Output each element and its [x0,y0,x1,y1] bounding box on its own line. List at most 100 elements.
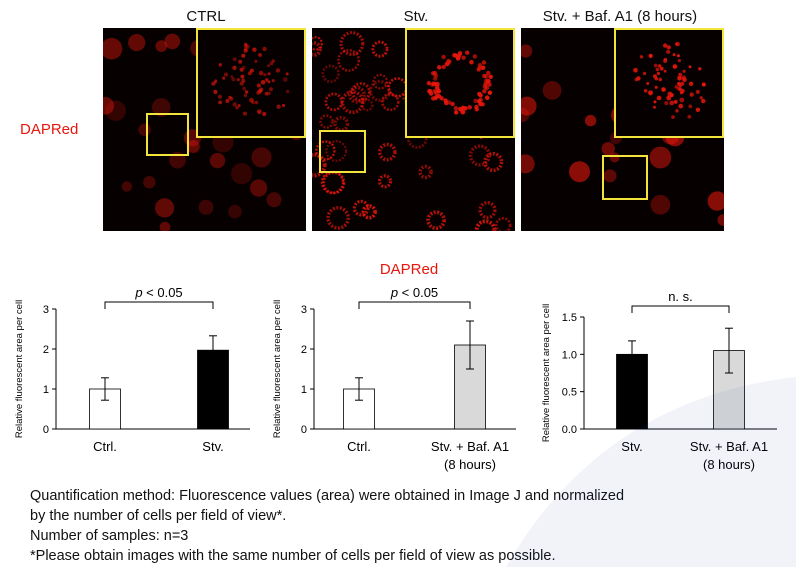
inset-speckle [462,106,467,111]
inset-speckle [243,47,248,51]
inset-speckle [677,76,682,81]
inset-speckle [211,81,216,86]
inset-speckle [656,95,662,101]
cell-blob [717,214,724,226]
cell-blob [105,100,126,121]
cell-blob [609,152,620,163]
inset-speckle [682,77,687,83]
inset-cell-stv [426,50,493,115]
inset-speckle [648,90,653,96]
inset-speckle [457,51,463,56]
roi-box-stv-baf [602,155,648,200]
y-tick-label: 0.0 [562,424,577,436]
cell-blob [478,201,497,220]
cell-blob [339,31,365,56]
inset-speckle [244,90,249,94]
inset-speckle [457,106,463,112]
inset-speckle [478,101,483,107]
inset-speckle [687,114,692,119]
cell-blob [198,199,214,215]
inset-speckle [244,42,248,47]
y-tick-label: 1 [301,384,307,396]
inset-speckle [673,100,678,104]
inset-speckle [701,82,706,87]
inset-speckle [263,73,267,77]
inset-speckle [271,79,275,83]
cell-blob [569,161,590,183]
x-category-label: Ctrl. [347,439,371,454]
inset-speckle [434,94,439,99]
inset-speckle [483,81,488,87]
cell-blob [209,152,226,169]
notes-line-method: Quantification method: Fluorescence valu… [30,488,625,504]
inset-speckle [283,77,288,82]
inset-speckle [453,53,458,58]
cell-blob [155,198,175,218]
inset-speckle [679,97,685,103]
inset-speckle [648,53,653,58]
inset-speckle [485,95,490,101]
inset-speckle [232,65,237,70]
inset-speckle [680,81,685,86]
inset-speckle [671,115,675,119]
inset-speckle [680,88,685,93]
inset-speckle [285,72,289,76]
quantification-notes: Quantification method: Fluorescence valu… [30,486,770,566]
cell-blob [377,174,393,189]
inset-speckle [653,105,656,109]
inset-speckle [236,78,240,82]
inset-speckle [481,60,487,65]
panel-title-stv: Stv. [403,8,429,25]
significance-label: p < 0.05 [134,285,182,300]
inset-speckle [478,97,483,103]
inset-speckle [660,66,664,71]
inset-speckle [472,54,477,59]
inset-speckle [688,81,694,86]
chart-section-label: DAPRed [379,261,439,278]
inset-speckle [260,80,266,85]
inset-speckle [243,93,248,98]
inset-speckle [473,98,478,104]
inset-speckle [642,71,647,76]
cell-blob [707,191,724,211]
inset-speckle [688,65,692,69]
cell-blob [324,92,344,112]
x-category-label: Stv. [621,439,642,454]
inset-speckle [213,89,218,94]
cell-blob [321,64,340,84]
inset-speckle [239,67,244,72]
cell-blob [155,40,168,52]
cell-blob [128,34,146,52]
inset-speckle [643,88,648,93]
inset-speckle [487,90,493,95]
cell-blob [337,48,361,72]
inset-speckle [689,92,694,97]
inset-speckle [655,67,660,72]
inset-speckle [265,78,269,82]
y-axis-label: Relative fluorescent area per cell [14,300,25,438]
inset-zoom-stv [405,28,515,138]
cell-blob [650,195,671,215]
inset-speckle [450,101,455,107]
cell-blob [371,40,389,58]
inset-speckle [235,105,239,110]
y-tick-label: 3 [43,304,49,316]
y-tick-label: 1.5 [562,312,577,324]
inset-speckle [267,64,270,67]
inset-speckle [654,85,658,89]
inset-speckle [487,82,492,87]
inset-speckle [461,110,466,115]
inset-zoom-stv-baf [614,28,724,138]
inset-speckle [699,96,703,100]
cell-blob [521,96,537,116]
y-tick-label: 3 [301,304,307,316]
inset-speckle [267,72,271,76]
cell-blob [159,221,171,231]
inset-speckle [664,101,669,106]
inset-speckle [242,86,246,91]
significance-label: p < 0.05 [390,285,438,300]
inset-speckle [484,85,490,91]
inset-speckle [276,104,281,109]
cell-blob [426,210,446,231]
cell-blob [151,98,171,117]
